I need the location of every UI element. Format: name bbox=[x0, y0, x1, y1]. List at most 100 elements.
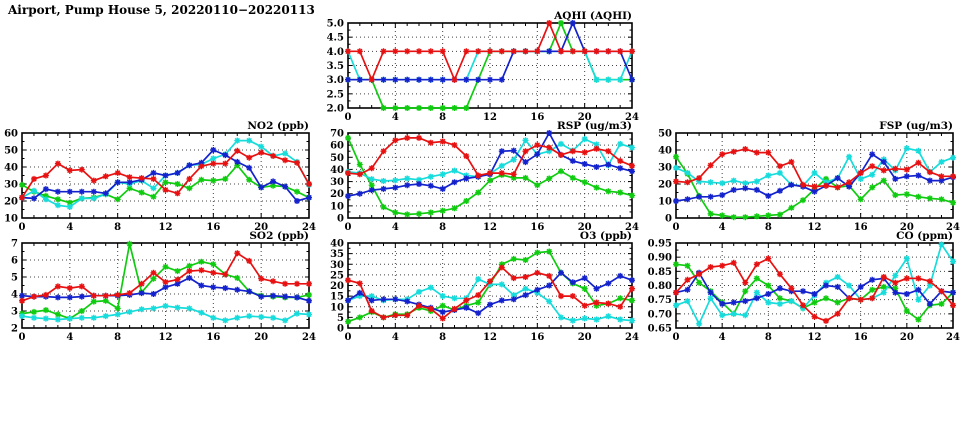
plot-frame bbox=[347, 242, 633, 329]
y-tick-label: 10 bbox=[4, 214, 18, 225]
series-markers-blue bbox=[19, 147, 312, 204]
x-tick-label: 4 bbox=[392, 112, 399, 123]
x-tick-label: 20 bbox=[900, 332, 914, 343]
x-tick-label: 16 bbox=[206, 222, 220, 233]
chart-so2: 2 3 4 5 6 7 0 4 8 12 16 20 24 SO2 (ppb) bbox=[11, 230, 316, 343]
y-tick-label: 40 bbox=[658, 146, 672, 157]
y-tick-label: 5.0 bbox=[327, 19, 344, 30]
y-tick-label: 6 bbox=[11, 256, 18, 267]
chart-fsp: 0 10 20 30 40 50 0 4 8 12 16 20 24 FSP (ug/m3) bbox=[658, 120, 960, 233]
x-tick-label: 24 bbox=[625, 222, 639, 233]
y-tick-label: 25 bbox=[330, 270, 344, 281]
plot-frame bbox=[21, 132, 310, 219]
series-markers-red bbox=[673, 255, 956, 324]
x-tick-label: 16 bbox=[530, 332, 544, 343]
y-tick-label: 20 bbox=[658, 180, 672, 191]
y-tick-label: 50 bbox=[330, 153, 344, 164]
x-tick-label: 16 bbox=[854, 222, 868, 233]
x-tick-label: 20 bbox=[254, 222, 268, 233]
series-markers-red bbox=[345, 134, 635, 179]
x-tick-label: 4 bbox=[392, 222, 399, 233]
y-tick-label: 5 bbox=[337, 313, 344, 324]
x-tick-label: 8 bbox=[765, 222, 772, 233]
chart-no2: 10 20 30 40 50 60 0 4 8 12 16 20 24 NO2 (ppb) bbox=[4, 120, 316, 233]
y-tick-label: 4.5 bbox=[327, 33, 344, 44]
x-tick-label: 24 bbox=[946, 222, 960, 233]
plot-frame bbox=[347, 22, 633, 109]
x-tick-label: 12 bbox=[483, 112, 497, 123]
chart-title-no2: NO2 (ppb) bbox=[247, 120, 309, 132]
y-tick-label: 3.0 bbox=[327, 75, 344, 86]
x-tick-label: 24 bbox=[625, 332, 639, 343]
x-tick-label: 16 bbox=[206, 332, 220, 343]
x-tick-label: 24 bbox=[625, 112, 639, 123]
x-tick-label: 20 bbox=[578, 222, 592, 233]
y-tick-label: 30 bbox=[330, 260, 344, 271]
x-tick-label: 0 bbox=[19, 332, 26, 343]
x-tick-label: 0 bbox=[345, 222, 352, 233]
y-tick-label: 0.85 bbox=[648, 267, 672, 278]
x-tick-label: 20 bbox=[900, 222, 914, 233]
y-tick-label: 15 bbox=[330, 292, 344, 303]
x-tick-label: 8 bbox=[114, 332, 121, 343]
x-tick-label: 8 bbox=[765, 332, 772, 343]
x-tick-label: 0 bbox=[673, 332, 680, 343]
x-tick-label: 24 bbox=[302, 222, 316, 233]
y-tick-label: 60 bbox=[4, 129, 18, 140]
x-tick-label: 12 bbox=[483, 332, 497, 343]
x-tick-label: 24 bbox=[946, 332, 960, 343]
y-tick-label: 20 bbox=[4, 197, 18, 208]
chart-title-so2: SO2 (ppb) bbox=[249, 230, 309, 242]
chart-title-aqhi: AQHI (AQHI) bbox=[553, 10, 632, 22]
x-tick-label: 0 bbox=[673, 222, 680, 233]
x-tick-label: 0 bbox=[19, 222, 26, 233]
y-tick-label: 0.75 bbox=[648, 295, 672, 306]
series-markers-red bbox=[673, 146, 956, 191]
series-markers-cyan bbox=[19, 302, 312, 324]
x-tick-label: 12 bbox=[808, 222, 822, 233]
y-tick-label: 10 bbox=[330, 302, 344, 313]
x-tick-label: 4 bbox=[66, 332, 73, 343]
y-tick-label: 10 bbox=[658, 197, 672, 208]
x-tick-label: 8 bbox=[439, 112, 446, 123]
x-tick-label: 12 bbox=[483, 222, 497, 233]
y-tick-label: 4.0 bbox=[327, 47, 344, 58]
x-tick-label: 24 bbox=[302, 332, 316, 343]
y-tick-label: 20 bbox=[330, 281, 344, 292]
series-markers-red bbox=[19, 147, 312, 201]
x-tick-label: 16 bbox=[530, 112, 544, 123]
page-title: Airport, Pump House 5, 20220110−20220113 bbox=[8, 3, 315, 17]
x-tick-label: 20 bbox=[254, 332, 268, 343]
y-tick-label: 40 bbox=[330, 165, 344, 176]
x-tick-label: 12 bbox=[159, 332, 173, 343]
x-tick-label: 12 bbox=[159, 222, 173, 233]
x-tick-label: 0 bbox=[345, 332, 352, 343]
series-line-red bbox=[21, 251, 309, 302]
y-tick-label: 40 bbox=[330, 239, 344, 250]
y-tick-label: 30 bbox=[330, 177, 344, 188]
y-tick-label: 0 bbox=[665, 214, 672, 225]
y-tick-label: 20 bbox=[330, 189, 344, 200]
y-tick-label: 0 bbox=[337, 214, 344, 225]
series-markers-blue bbox=[345, 269, 635, 317]
y-tick-label: 5 bbox=[11, 273, 18, 284]
x-tick-label: 20 bbox=[578, 112, 592, 123]
y-tick-label: 0 bbox=[337, 324, 344, 335]
y-tick-label: 10 bbox=[330, 201, 344, 212]
x-tick-label: 8 bbox=[439, 222, 446, 233]
series-markers-red bbox=[345, 264, 635, 322]
y-tick-label: 0.65 bbox=[648, 324, 672, 335]
series-line-blue bbox=[347, 131, 633, 197]
chart-title-rsp: RSP (ug/m3) bbox=[557, 120, 632, 132]
y-tick-label: 2 bbox=[11, 324, 18, 335]
chart-aqhi: 2.0 2.5 3.0 3.5 4.0 4.5 5.0 0 4 8 12 16 20 24 AQHI (AQ… bbox=[327, 10, 639, 123]
y-tick-label: 4 bbox=[11, 290, 18, 301]
x-tick-label: 20 bbox=[578, 332, 592, 343]
x-tick-label: 0 bbox=[345, 112, 352, 123]
x-tick-label: 16 bbox=[854, 332, 868, 343]
y-tick-label: 2.5 bbox=[327, 89, 344, 100]
y-tick-label: 7 bbox=[11, 239, 18, 250]
